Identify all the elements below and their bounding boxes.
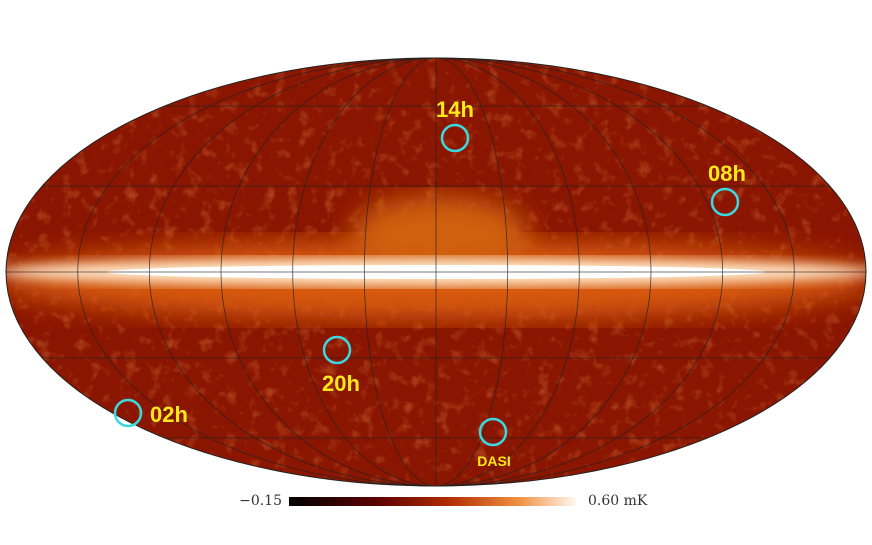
colorbar-min-label: −0.15	[239, 493, 282, 509]
field-label: 20h	[322, 371, 360, 396]
colorbar-gradient	[289, 497, 576, 506]
field-label: 02h	[150, 402, 188, 427]
field-label: 14h	[436, 97, 474, 122]
colorbar-max-label: 0.60 mK	[588, 493, 648, 509]
field-label: 08h	[708, 161, 746, 186]
field-circle	[710, 187, 740, 217]
colorbar: −0.15 0.60 mK	[239, 493, 648, 509]
field-circle	[440, 123, 470, 153]
galactic-spur	[350, 195, 530, 275]
map-outline	[5, 57, 867, 487]
field-markers	[113, 123, 740, 447]
field-label: DASI	[477, 453, 510, 469]
field-circle	[322, 335, 352, 365]
field-circle	[113, 398, 143, 428]
field-circle	[478, 417, 508, 447]
